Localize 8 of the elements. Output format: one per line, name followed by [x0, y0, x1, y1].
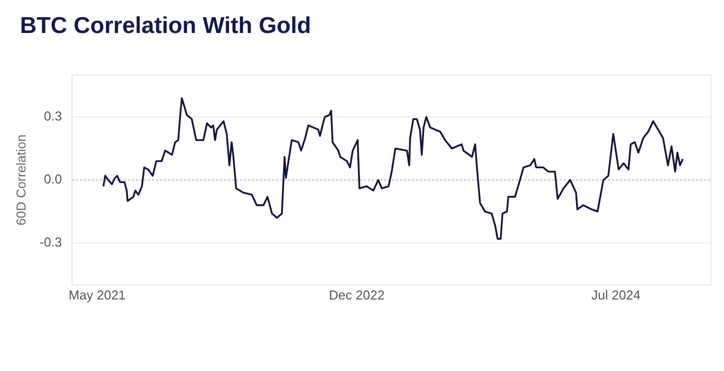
x-tick-label: Dec 2022 — [328, 287, 385, 302]
y-axis-title: 60D Correlation — [13, 134, 28, 226]
y-tick-label: 0.0 — [44, 172, 62, 187]
chart-title: BTC Correlation With Gold — [20, 12, 312, 39]
y-tick-label: 0.3 — [44, 108, 62, 124]
x-tick-label: May 2021 — [68, 287, 126, 302]
y-tick-label: -0.3 — [40, 234, 62, 250]
x-tick-label: Jul 2024 — [591, 287, 641, 302]
